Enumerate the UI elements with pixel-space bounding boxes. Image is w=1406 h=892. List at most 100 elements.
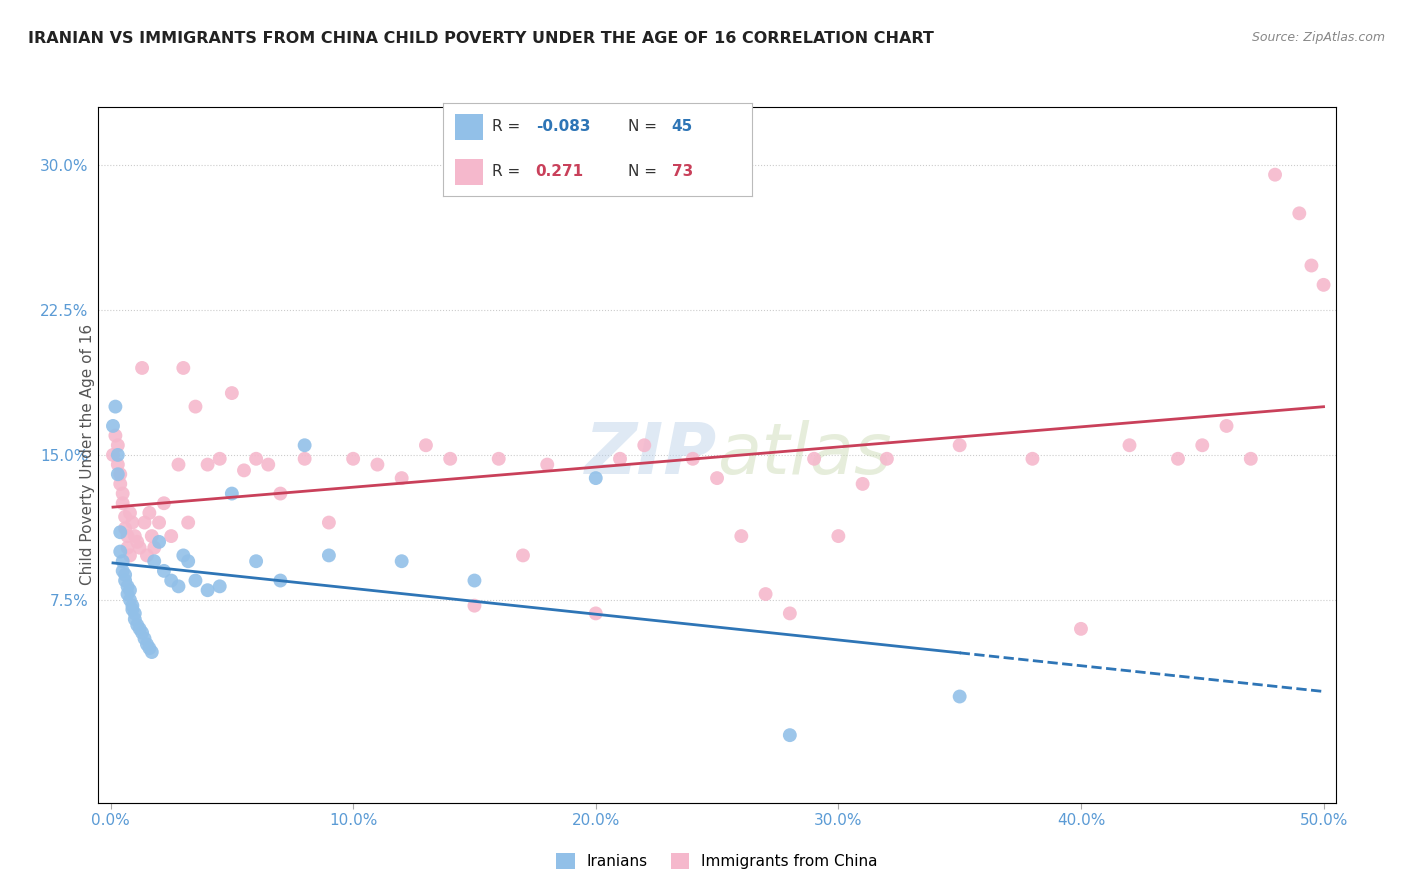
- Point: [118, 583, 141, 598]
- Point: [110, 467, 132, 482]
- Point: [949, 438, 972, 452]
- Point: [1301, 259, 1323, 273]
- Text: 45: 45: [672, 119, 693, 134]
- Point: [391, 471, 413, 485]
- Point: [1118, 438, 1140, 452]
- Point: [160, 529, 183, 543]
- Point: [114, 521, 136, 535]
- Point: [536, 458, 558, 472]
- Point: [121, 516, 143, 530]
- Point: [488, 451, 510, 466]
- Point: [121, 599, 143, 613]
- Point: [366, 458, 388, 472]
- Text: R =: R =: [492, 119, 526, 134]
- Point: [167, 579, 190, 593]
- Text: N =: N =: [628, 164, 662, 179]
- Bar: [456, 114, 484, 140]
- Point: [138, 506, 160, 520]
- Point: [143, 541, 166, 555]
- Point: [1191, 438, 1213, 452]
- Point: [114, 574, 136, 588]
- Text: 0.271: 0.271: [536, 164, 583, 179]
- Point: [107, 458, 129, 472]
- Point: [124, 529, 146, 543]
- Point: [245, 554, 267, 568]
- Point: [148, 516, 170, 530]
- Point: [1167, 451, 1189, 466]
- Point: [633, 438, 655, 452]
- Point: [318, 516, 340, 530]
- Point: [110, 476, 132, 491]
- Point: [208, 579, 231, 593]
- Point: [107, 448, 129, 462]
- Point: [342, 451, 364, 466]
- Point: [118, 549, 141, 563]
- Point: [114, 567, 136, 582]
- Point: [134, 632, 156, 646]
- Point: [177, 554, 200, 568]
- Text: -0.083: -0.083: [536, 119, 591, 134]
- Point: [803, 451, 825, 466]
- Point: [101, 448, 124, 462]
- Point: [585, 471, 607, 485]
- Point: [111, 554, 134, 568]
- Point: [111, 496, 134, 510]
- Point: [107, 438, 129, 452]
- Text: N =: N =: [628, 119, 662, 134]
- Point: [1070, 622, 1092, 636]
- Point: [110, 525, 132, 540]
- Point: [197, 458, 219, 472]
- Point: [269, 486, 291, 500]
- Point: [128, 622, 150, 636]
- Point: [136, 549, 159, 563]
- Point: [124, 612, 146, 626]
- Point: [184, 574, 207, 588]
- Point: [117, 541, 139, 555]
- Point: [294, 451, 316, 466]
- Text: R =: R =: [492, 164, 526, 179]
- Point: [153, 564, 176, 578]
- Point: [221, 486, 243, 500]
- Point: [463, 599, 485, 613]
- Point: [127, 534, 149, 549]
- Point: [110, 544, 132, 558]
- Point: [104, 428, 127, 442]
- Bar: [456, 159, 484, 185]
- Point: [136, 637, 159, 651]
- Point: [609, 451, 631, 466]
- Point: [682, 451, 704, 466]
- Point: [779, 607, 801, 621]
- Point: [294, 438, 316, 452]
- Point: [153, 496, 176, 510]
- Point: [706, 471, 728, 485]
- Point: [184, 400, 207, 414]
- Point: [167, 458, 190, 472]
- Point: [118, 506, 141, 520]
- Text: 73: 73: [672, 164, 693, 179]
- Point: [177, 516, 200, 530]
- Point: [128, 541, 150, 555]
- Point: [131, 625, 153, 640]
- Point: [111, 486, 134, 500]
- Point: [852, 476, 875, 491]
- Point: [134, 516, 156, 530]
- Point: [1288, 206, 1310, 220]
- Point: [208, 451, 231, 466]
- Point: [585, 607, 607, 621]
- Point: [1021, 451, 1043, 466]
- Point: [141, 529, 163, 543]
- Point: [101, 419, 124, 434]
- Point: [197, 583, 219, 598]
- Point: [221, 386, 243, 401]
- Point: [141, 645, 163, 659]
- Point: [138, 641, 160, 656]
- Point: [124, 607, 146, 621]
- Point: [117, 579, 139, 593]
- Point: [148, 534, 170, 549]
- Point: [779, 728, 801, 742]
- Point: [1264, 168, 1286, 182]
- Legend: Iranians, Immigrants from China: Iranians, Immigrants from China: [550, 847, 884, 875]
- Y-axis label: Child Poverty Under the Age of 16: Child Poverty Under the Age of 16: [80, 325, 94, 585]
- Text: ZIP: ZIP: [585, 420, 717, 490]
- Point: [1215, 419, 1237, 434]
